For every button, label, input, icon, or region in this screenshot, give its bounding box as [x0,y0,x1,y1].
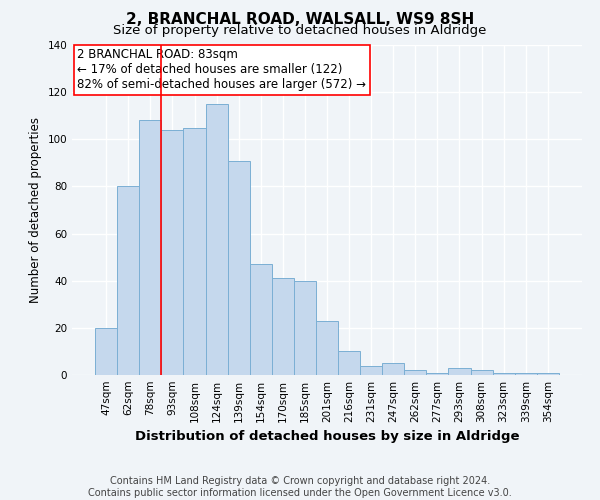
Bar [493,372,515,375]
Bar [184,128,206,375]
Bar [404,370,427,375]
Bar [448,368,470,375]
Bar [272,278,294,375]
Y-axis label: Number of detached properties: Number of detached properties [29,117,42,303]
Bar [427,372,448,375]
Text: 2 BRANCHAL ROAD: 83sqm
← 17% of detached houses are smaller (122)
82% of semi-de: 2 BRANCHAL ROAD: 83sqm ← 17% of detached… [77,48,366,92]
Bar [294,280,316,375]
Text: 2, BRANCHAL ROAD, WALSALL, WS9 8SH: 2, BRANCHAL ROAD, WALSALL, WS9 8SH [126,12,474,28]
Bar [360,366,382,375]
Bar [117,186,139,375]
Text: Contains HM Land Registry data © Crown copyright and database right 2024.
Contai: Contains HM Land Registry data © Crown c… [88,476,512,498]
Bar [338,352,360,375]
Bar [139,120,161,375]
Bar [161,130,184,375]
Bar [95,328,117,375]
Bar [515,372,537,375]
Text: Size of property relative to detached houses in Aldridge: Size of property relative to detached ho… [113,24,487,37]
Bar [227,160,250,375]
Bar [537,372,559,375]
Bar [250,264,272,375]
Bar [206,104,227,375]
Bar [382,363,404,375]
X-axis label: Distribution of detached houses by size in Aldridge: Distribution of detached houses by size … [135,430,519,444]
Bar [470,370,493,375]
Bar [316,321,338,375]
